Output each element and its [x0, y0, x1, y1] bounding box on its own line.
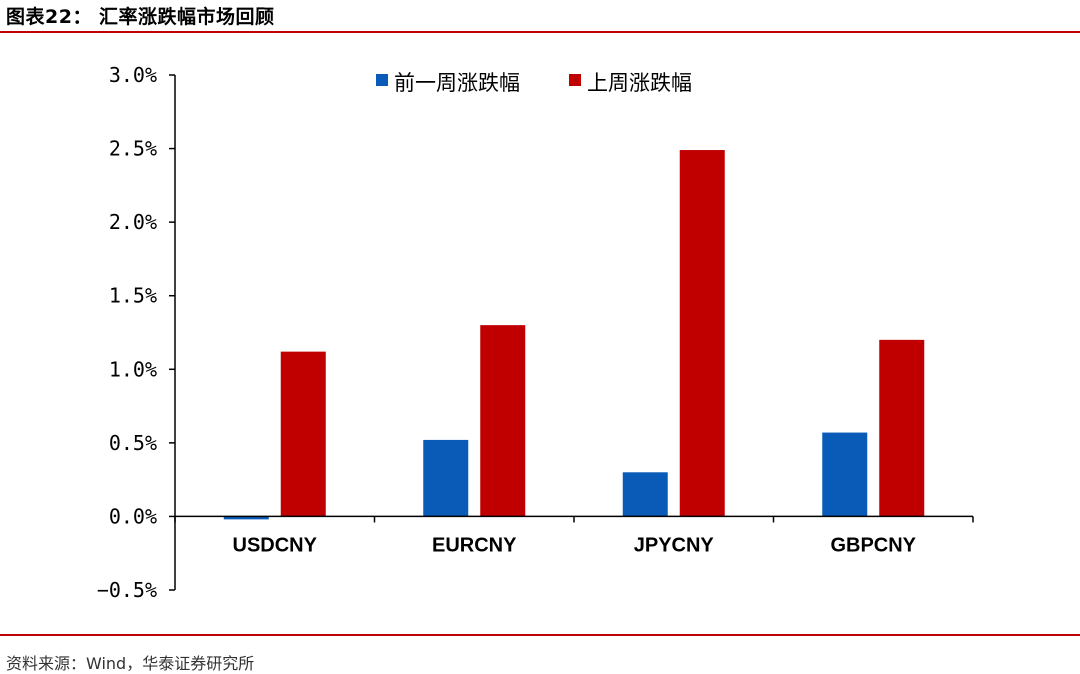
y-tick-label: 3.0% — [109, 63, 157, 87]
legend-swatch — [569, 74, 581, 86]
x-axis: USDCNY EURCNY JPYCNY GBPCNY — [174, 515, 974, 556]
y-tick-label: 1.5% — [109, 284, 157, 308]
y-tick-label: 2.5% — [109, 137, 157, 161]
top-rule — [0, 31, 1080, 33]
y-axis: −0.5% 0.0% 0.5% 1.0% 1.5% 2.0% 2.5% 3.0% — [97, 63, 176, 602]
figure-title: 图表22： 汇率涨跌幅市场回顾 — [6, 6, 275, 28]
bars — [223, 150, 925, 520]
legend-label: 上周涨跌幅 — [587, 71, 692, 95]
legend: 前一周涨跌幅 上周涨跌幅 — [376, 71, 692, 95]
bar-prev-week-usdcny — [223, 516, 269, 520]
legend-swatch — [376, 74, 388, 86]
bar-last-week-usdcny — [280, 351, 326, 517]
y-tick-label: 1.0% — [109, 357, 157, 381]
source-note: 资料来源：Wind，华泰证券研究所 — [6, 654, 255, 673]
y-tick-label: 0.5% — [109, 431, 157, 455]
x-category-label: EURCNY — [432, 534, 517, 556]
x-category-label: USDCNY — [233, 534, 318, 556]
bottom-rule — [0, 634, 1080, 636]
y-tick-label: 0.0% — [109, 504, 157, 528]
x-category-label: GBPCNY — [830, 534, 916, 556]
y-tick-label: −0.5% — [97, 578, 157, 602]
bar-last-week-jpycny — [679, 150, 725, 517]
bar-prev-week-jpycny — [622, 472, 668, 517]
bar-last-week-eurcny — [480, 325, 526, 517]
legend-label: 前一周涨跌幅 — [394, 71, 520, 95]
bar-prev-week-eurcny — [423, 439, 469, 517]
y-tick-label: 2.0% — [109, 210, 157, 234]
bar-chart: −0.5% 0.0% 0.5% 1.0% 1.5% 2.0% 2.5% 3.0% USDCNY… — [97, 63, 974, 602]
bar-prev-week-gbpcny — [822, 432, 868, 517]
x-category-label: JPYCNY — [634, 534, 715, 556]
bar-last-week-gbpcny — [879, 339, 925, 517]
